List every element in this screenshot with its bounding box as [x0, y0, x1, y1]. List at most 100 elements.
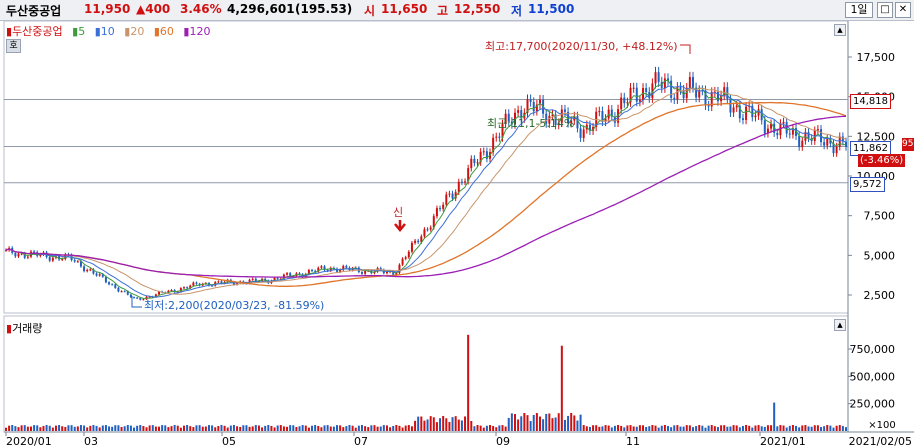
close-button[interactable]: ✕: [895, 2, 911, 18]
volume-bar: [207, 425, 210, 431]
volume-bar: [598, 426, 601, 431]
volume-bar: [642, 425, 645, 431]
volume-bar: [201, 426, 204, 431]
candle-body: [460, 181, 463, 183]
volume-bar: [232, 425, 235, 431]
volume-bar: [751, 427, 754, 431]
volume-bar: [601, 426, 604, 431]
volume-bar: [423, 420, 426, 431]
candle-body: [763, 120, 766, 134]
volume-bar: [14, 426, 17, 431]
candle-body: [342, 266, 345, 270]
volume-bar: [476, 425, 479, 431]
volume-bar: [807, 426, 810, 431]
scroll-up-icon[interactable]: ▲: [834, 24, 846, 36]
volume-bar: [667, 426, 670, 431]
volume-bar: [648, 426, 651, 431]
volume-tick-label: 500,000: [850, 370, 896, 383]
volume-bar: [314, 424, 317, 431]
volume-bar: [245, 425, 248, 431]
volume-bar: [407, 425, 410, 431]
period-selector[interactable]: 1일: [845, 2, 873, 18]
candle-body: [126, 291, 129, 295]
candle-body: [492, 137, 495, 153]
volume-bar: [342, 427, 345, 431]
volume-bar: [439, 418, 442, 431]
buy-arrow-icon: [394, 220, 406, 232]
candle-body: [816, 129, 819, 131]
volume-tick-label: 750,000: [850, 343, 896, 356]
candle-body: [442, 204, 445, 209]
candle-body: [120, 291, 123, 293]
volume-bar: [98, 427, 101, 431]
volume-bar: [485, 425, 488, 431]
volume-bar: [214, 427, 217, 431]
volume-bar: [704, 427, 707, 431]
candle-body: [454, 192, 457, 199]
restore-button[interactable]: □: [877, 2, 893, 18]
volume-bar: [220, 424, 223, 431]
candle-body: [48, 257, 51, 261]
candle-body: [323, 266, 326, 271]
volume-bar: [198, 425, 201, 431]
candle-body: [679, 87, 682, 90]
candle-body: [732, 107, 735, 113]
candle-body: [801, 140, 804, 148]
legend-ma120-label: 120: [189, 25, 211, 38]
volume-bar: [289, 425, 292, 431]
candle-body: [211, 285, 214, 287]
volume-bar: [617, 424, 620, 431]
candle-body: [601, 111, 604, 122]
candle-body: [76, 261, 79, 263]
volume-bar: [495, 427, 498, 431]
volume-bar: [373, 425, 376, 431]
volume-bar: [579, 414, 582, 431]
candle-body: [588, 124, 591, 131]
candle-body: [560, 109, 563, 123]
stock-name: 두산중공업: [6, 4, 62, 18]
candle-body: [92, 269, 95, 274]
volume-bar: [370, 425, 373, 431]
candle-body: [464, 181, 467, 183]
candle-body: [79, 261, 82, 267]
candle-body: [83, 266, 86, 272]
volume-bar: [398, 425, 401, 431]
candle-body: [398, 264, 401, 273]
candle-body: [439, 208, 442, 210]
candle-body: [173, 289, 176, 293]
volume-bar: [613, 425, 616, 431]
price-change: ▲400: [136, 2, 171, 16]
volume-bar: [101, 425, 104, 431]
candle-body: [298, 273, 301, 275]
volume-bar: [5, 427, 7, 431]
volume-bar: [42, 426, 45, 431]
candle-body: [158, 291, 161, 295]
volume-bar: [813, 425, 816, 431]
quote-button[interactable]: 호: [6, 39, 21, 53]
volume-bar: [236, 426, 239, 431]
candle-body: [791, 128, 794, 135]
volume-bar: [123, 426, 126, 431]
volume-bar: [563, 419, 566, 431]
volume-bar: [673, 425, 676, 431]
volume-bar: [148, 425, 151, 431]
volume-bar: [295, 426, 298, 431]
volume-bar: [67, 425, 70, 431]
volume-bar: [170, 426, 173, 431]
candle-body: [420, 236, 423, 243]
volume-bar: [261, 427, 264, 431]
volume-bar: [195, 425, 198, 431]
volume-bar: [726, 426, 729, 431]
candle-body: [826, 138, 829, 146]
volume-bar: [757, 425, 760, 431]
volume-bar: [754, 425, 757, 431]
volume-bar: [451, 417, 454, 431]
volume-bar: [39, 427, 42, 431]
candle-body: [473, 158, 476, 164]
volume-bar: [136, 425, 139, 431]
volume-bar: [142, 426, 145, 431]
volume-bar: [29, 426, 32, 431]
scroll-up-icon-volume[interactable]: ▲: [834, 319, 846, 331]
candle-body: [570, 120, 573, 124]
